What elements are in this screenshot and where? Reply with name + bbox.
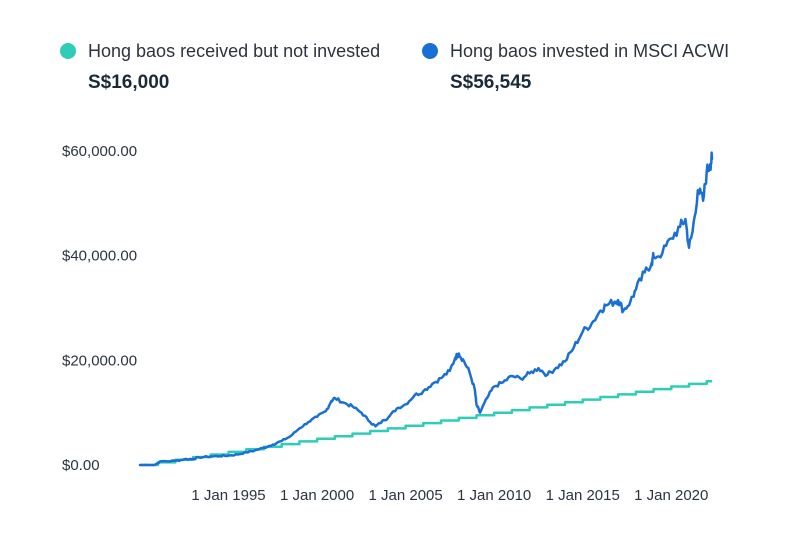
x-tick-label-0: 1 Jan 1995 <box>191 487 265 504</box>
legend-value-invested: S$56,545 <box>450 72 532 93</box>
series-line-not-invested <box>140 380 712 467</box>
y-tick-label-3: $60,000.00 <box>62 143 137 160</box>
legend-dot-not-invested <box>60 43 76 59</box>
x-tick-label-1: 1 Jan 2000 <box>280 487 354 504</box>
legend-label-not-invested: Hong baos received but not invested <box>88 40 381 61</box>
y-tick-label-0: $0.00 <box>62 457 100 474</box>
x-tick-label-3: 1 Jan 2010 <box>457 487 531 504</box>
legend-item-not-invested: Hong baos received but not invested S$16… <box>60 36 380 94</box>
series-line-invested <box>138 151 714 467</box>
x-tick-label-4: 1 Jan 2015 <box>546 487 620 504</box>
legend-value-not-invested: S$16,000 <box>88 72 170 93</box>
y-tick-label-2: $40,000.00 <box>62 248 137 265</box>
legend-dot-invested <box>422 43 438 59</box>
legend-label-invested: Hong baos invested in MSCI ACWI <box>450 40 730 61</box>
x-tick-label-2: 1 Jan 2005 <box>369 487 443 504</box>
x-tick-label-5: 1 Jan 2020 <box>634 487 708 504</box>
y-tick-label-1: $20,000.00 <box>62 352 137 369</box>
legend: Hong baos received but not invested S$16… <box>60 36 760 106</box>
legend-item-invested: Hong baos invested in MSCI ACWI S$56,545 <box>422 36 729 94</box>
